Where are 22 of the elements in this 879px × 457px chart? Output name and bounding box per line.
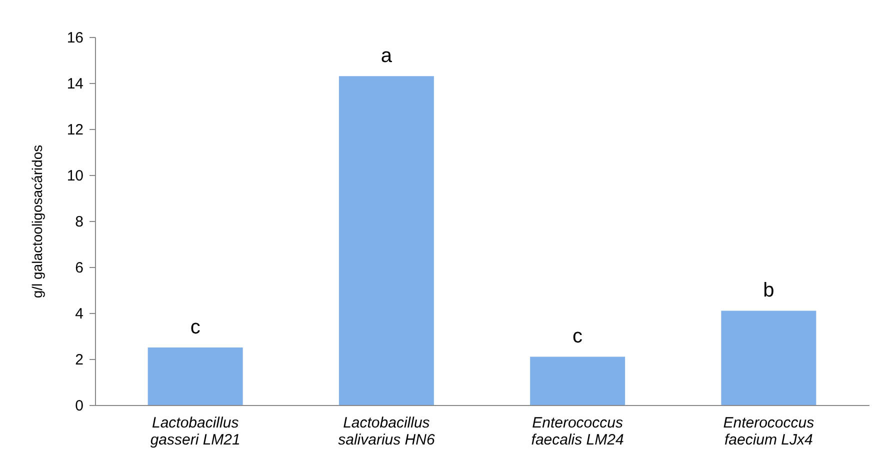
- y-tick-label: 16: [66, 30, 84, 46]
- annotation: b: [763, 280, 774, 302]
- y-tick-label: 0: [75, 398, 84, 414]
- y-axis-title: g/l galactooligosacáridos: [28, 144, 45, 298]
- bar: [721, 310, 816, 405]
- bar: [148, 348, 243, 405]
- y-tick-label: 8: [75, 214, 84, 230]
- bar: [530, 356, 626, 405]
- annotation: c: [190, 316, 200, 338]
- x-tick-label: Enterococcus faecium LJx4: [723, 414, 815, 448]
- y-tick-label: 4: [75, 306, 84, 322]
- y-tick-label: 10: [66, 168, 84, 184]
- x-tick-label: Lactobacillus gasseri LM21: [150, 414, 240, 448]
- x-tick-label: Lactobacillus salivarius HN6: [338, 414, 436, 448]
- annotation: a: [380, 45, 393, 68]
- x-tick-label: Enterococcus faecalis LM24: [531, 414, 624, 448]
- bar: [338, 76, 434, 405]
- y-tick-label: 12: [66, 122, 84, 138]
- y-tick-label: 6: [75, 260, 84, 276]
- annotation: c: [572, 326, 583, 348]
- y-tick-label: 2: [75, 352, 84, 368]
- y-tick-label: 14: [66, 76, 84, 92]
